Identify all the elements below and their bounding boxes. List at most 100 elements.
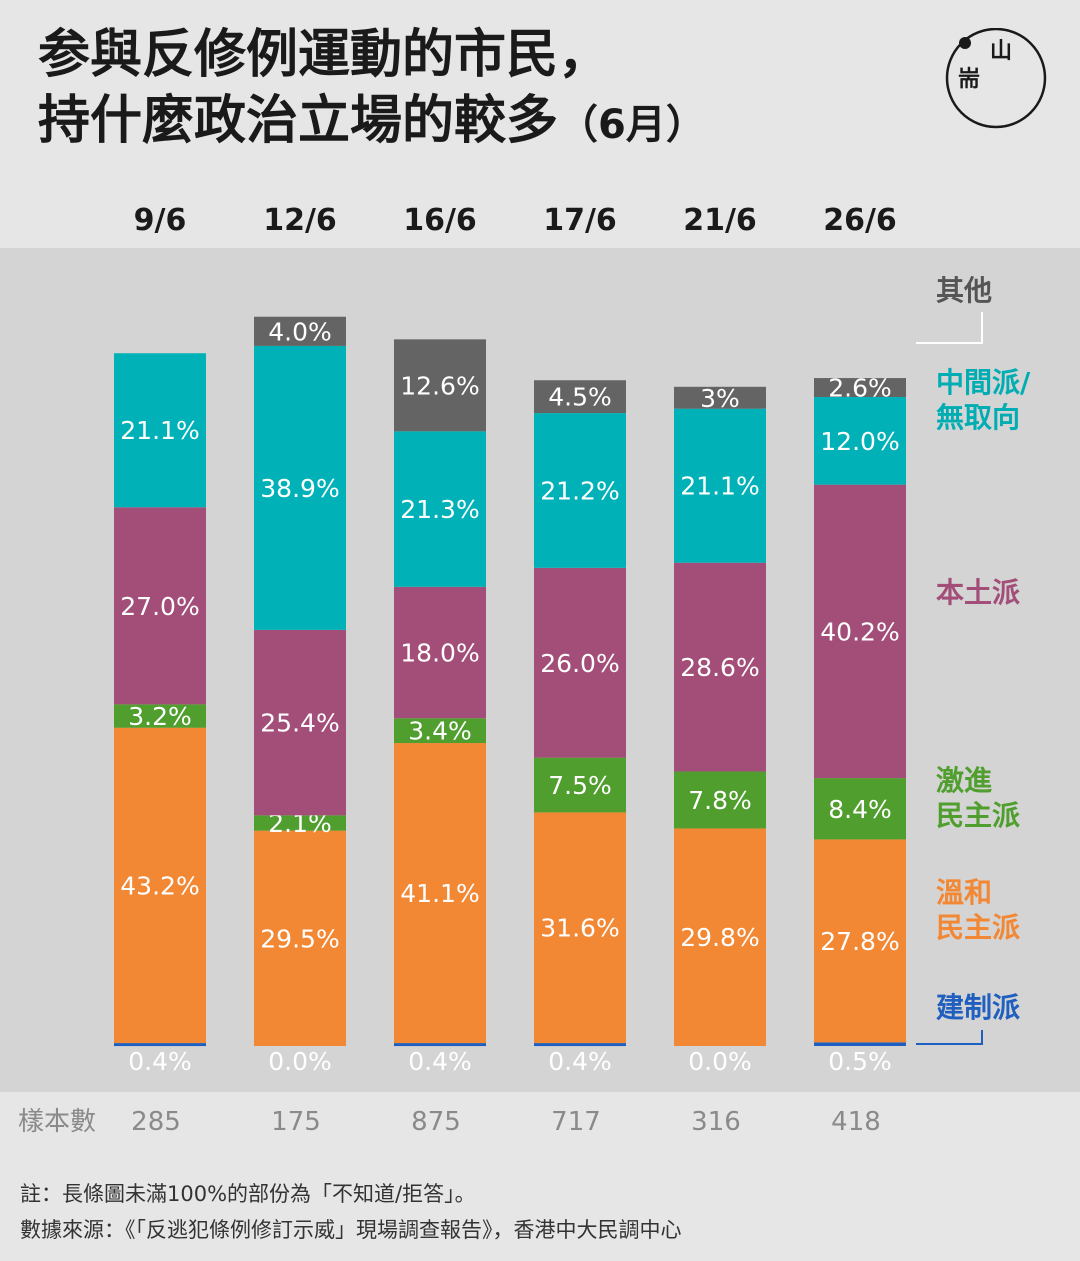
bar-segment: [394, 1043, 486, 1047]
bar-segment: [254, 830, 346, 1046]
data-label: 27.8%: [820, 927, 899, 956]
data-label: 40.2%: [820, 617, 899, 646]
data-label: 0.4%: [548, 1047, 612, 1076]
sample-size-label: 樣本數: [18, 1107, 96, 1137]
initium-logo: 山 耑: [945, 28, 1047, 129]
bar-segment: [534, 567, 626, 758]
note-line1: 註：長條圖未滿100%的部份為「不知道/拒答」。: [20, 1182, 476, 1206]
bar-segment: [674, 562, 766, 772]
data-label: 21.1%: [680, 472, 759, 501]
x-category-label: 12/6: [263, 203, 337, 238]
sample-size-value: 316: [691, 1107, 741, 1137]
logo-text-top: 山: [990, 39, 1012, 64]
sample-size-value: 175: [271, 1107, 321, 1137]
data-label: 31.6%: [540, 914, 619, 943]
data-label: 18.0%: [400, 639, 479, 668]
legend-leader-line: [916, 1030, 983, 1045]
bar-segment: [674, 771, 766, 829]
bar-segment: [254, 345, 346, 630]
data-label: 25.4%: [260, 709, 339, 738]
title-line2: 持什麼政治立場的較多: [38, 91, 559, 151]
legend-entry: 民主派: [936, 799, 1020, 832]
bar-segment: [394, 586, 486, 719]
title-suffix: （6月）: [558, 102, 706, 148]
data-label: 21.2%: [540, 476, 619, 505]
legend-entry: 無取向: [936, 401, 1020, 434]
data-label: 12.6%: [400, 371, 479, 400]
sample-size-value: 875: [411, 1107, 461, 1137]
bar-segment: [114, 507, 206, 705]
bar-segment: [814, 1042, 906, 1046]
title-line1: 参與反修例運動的市民，: [38, 25, 611, 85]
bar-segment: [394, 718, 486, 744]
bar-segment: [814, 397, 906, 485]
data-label: 41.1%: [400, 879, 479, 908]
bar-segment: [534, 812, 626, 1044]
legend-entry: 民主派: [936, 911, 1020, 944]
data-label: 29.5%: [260, 924, 339, 953]
x-category-label: 21/6: [683, 203, 757, 238]
legend-entry: 本土派: [936, 576, 1020, 609]
data-label: 8.4%: [828, 795, 892, 824]
bar-segment: [114, 1043, 206, 1047]
bar-segment: [534, 757, 626, 813]
bar-segment: [674, 408, 766, 563]
bar-segment: [814, 839, 906, 1043]
data-label: 7.5%: [548, 771, 612, 800]
footnotes: 註：長條圖未滿100%的部份為「不知道/拒答」。 數據來源：《「反逃犯條例修訂示…: [20, 1176, 682, 1248]
data-label: 3%: [700, 384, 740, 413]
bar-segment: [254, 815, 346, 831]
data-label: 0.0%: [688, 1047, 752, 1076]
bar-segment: [814, 778, 906, 840]
data-label: 26.0%: [540, 649, 619, 678]
data-label: 7.8%: [688, 786, 752, 815]
legend-entry: 建制派: [936, 991, 1020, 1024]
data-label: 29.8%: [680, 923, 759, 952]
x-category-label: 17/6: [543, 203, 617, 238]
data-label: 38.9%: [260, 474, 339, 503]
bar-segment: [394, 339, 486, 432]
bar-segment: [534, 380, 626, 414]
legend-entry: 激進: [936, 764, 992, 797]
data-label: 43.2%: [120, 871, 199, 900]
data-label: 21.1%: [120, 416, 199, 445]
bar-segment: [254, 629, 346, 816]
data-label: 4.0%: [268, 317, 332, 346]
data-label: 3.4%: [408, 717, 472, 746]
data-label: 12.0%: [820, 427, 899, 456]
bar-segment: [114, 727, 206, 1044]
bar-segment: [534, 1043, 626, 1047]
data-label: 0.5%: [828, 1047, 892, 1076]
chart-title: 参與反修例運動的市民， 持什麼政治立場的較多（6月）: [38, 22, 706, 158]
logo-text-bottom: 耑: [958, 66, 980, 92]
sample-size-value: 717: [551, 1107, 601, 1137]
bar-segment: [674, 386, 766, 409]
legend-entry: 其他: [936, 274, 992, 307]
data-label: 28.6%: [680, 653, 759, 682]
bar-segment: [394, 431, 486, 587]
data-label: 4.5%: [548, 383, 612, 412]
legend-entry: 中間派/: [936, 366, 1031, 399]
legend-entry: 溫和: [936, 876, 992, 909]
legend-leader-line: [916, 312, 983, 344]
data-label: 0.4%: [408, 1047, 472, 1076]
data-label: 27.0%: [120, 592, 199, 621]
note-source: 數據來源：《「反逃犯條例修訂示威」現場調查報告》，香港中大民調中心: [20, 1218, 682, 1242]
bar-segment: [394, 743, 486, 1044]
sample-size-value: 285: [131, 1107, 181, 1137]
bar-segment: [114, 704, 206, 728]
sample-size-value: 418: [831, 1107, 881, 1137]
bar-segment: [674, 828, 766, 1046]
x-category-label: 9/6: [134, 203, 187, 238]
data-label: 3.2%: [128, 702, 192, 731]
data-label: 0.4%: [128, 1047, 192, 1076]
bar-segment: [814, 378, 906, 398]
x-category-label: 16/6: [403, 203, 477, 238]
bar-segment: [254, 316, 346, 346]
data-label: 0.0%: [268, 1047, 332, 1076]
bar-segment: [814, 484, 906, 779]
data-label: 2.6%: [828, 374, 892, 403]
bar-segment: [534, 413, 626, 568]
bar-segment: [114, 353, 206, 508]
